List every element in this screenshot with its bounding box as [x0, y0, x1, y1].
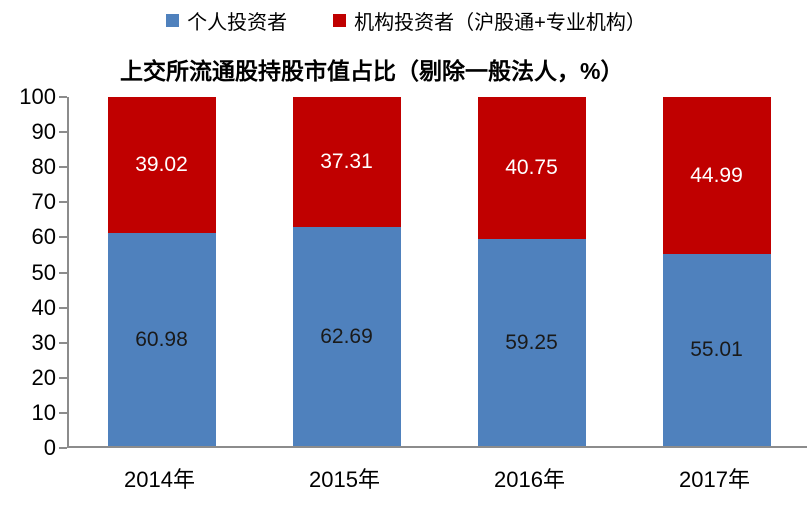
category-slot: 37.31 62.69 — [254, 97, 439, 446]
legend-label-individual-investors: 个人投资者 — [187, 12, 288, 34]
y-tick-mark — [59, 376, 67, 379]
chart-legend: 个人投资者 机构投资者（沪股通+专业机构） — [0, 6, 812, 35]
bar-segment: 40.75 — [477, 97, 586, 240]
bar-segment: 62.69 — [292, 227, 401, 446]
y-tick-label: 60 — [31, 224, 56, 250]
y-tick-mark — [59, 341, 67, 344]
x-category-label: 2014年 — [124, 467, 195, 492]
bar-value-label: 39.02 — [135, 153, 188, 177]
y-tick-mark — [59, 447, 67, 449]
bar-segment: 39.02 — [107, 97, 216, 234]
y-tick-label: 30 — [31, 329, 56, 355]
bar-value-label: 62.69 — [320, 324, 373, 348]
bar-value-label: 60.98 — [135, 327, 188, 351]
bar-segment: 55.01 — [662, 254, 771, 446]
y-tick-label: 80 — [31, 154, 56, 180]
bar-value-label: 40.75 — [505, 156, 558, 180]
legend-swatch-red-icon — [333, 14, 347, 27]
x-category-label: 2015年 — [309, 467, 380, 492]
y-tick-mark — [59, 201, 67, 204]
y-tick-mark — [59, 236, 67, 239]
y-tick-label: 10 — [31, 399, 56, 425]
stacked-bar: 37.31 62.69 — [292, 97, 401, 446]
y-tick-mark — [59, 131, 67, 134]
stacked-bar: 40.75 59.25 — [477, 97, 586, 446]
y-tick-label: 90 — [31, 119, 56, 145]
category-slot: 39.02 60.98 — [69, 97, 254, 446]
y-tick-label: 20 — [31, 364, 56, 390]
bar-segment: 59.25 — [477, 239, 586, 446]
y-tick-label: 70 — [31, 189, 56, 215]
bar-value-label: 37.31 — [320, 150, 373, 174]
y-tick-label: 0 — [43, 435, 56, 460]
category-slot: 44.99 55.01 — [624, 97, 809, 446]
y-tick-mark — [59, 96, 67, 98]
category-slot: 40.75 59.25 — [439, 97, 624, 446]
legend-label-institutional-investors: 机构投资者（沪股通+专业机构） — [354, 12, 646, 34]
stacked-bar: 44.99 55.01 — [662, 97, 771, 446]
y-tick-mark — [59, 166, 67, 169]
legend-item-institutional-investors: 机构投资者（沪股通+专业机构） — [333, 6, 646, 35]
bar-segment: 44.99 — [662, 97, 771, 254]
chart-title: 上交所流通股持股市值占比（剔除一般法人，%） — [120, 58, 624, 84]
bar-value-label: 59.25 — [505, 330, 558, 354]
y-tick-label: 40 — [31, 294, 56, 320]
stacked-bar: 39.02 60.98 — [107, 97, 216, 446]
plot-area: 39.02 60.98 37.31 62.69 40.75 59.25 44.99 55.01 — [67, 97, 807, 448]
legend-swatch-blue-icon — [166, 14, 180, 27]
y-tick-label: 100 — [19, 84, 56, 109]
y-tick-mark — [59, 411, 67, 414]
legend-item-individual-investors: 个人投资者 — [166, 6, 287, 35]
x-category-label: 2016年 — [494, 467, 565, 492]
bar-segment: 37.31 — [292, 97, 401, 228]
y-tick-mark — [59, 271, 67, 274]
x-category-label: 2017年 — [679, 467, 750, 492]
bar-segment: 60.98 — [107, 233, 216, 446]
bar-value-label: 44.99 — [690, 163, 743, 187]
y-tick-label: 50 — [31, 259, 56, 285]
y-tick-mark — [59, 306, 67, 309]
bar-value-label: 55.01 — [690, 337, 743, 361]
